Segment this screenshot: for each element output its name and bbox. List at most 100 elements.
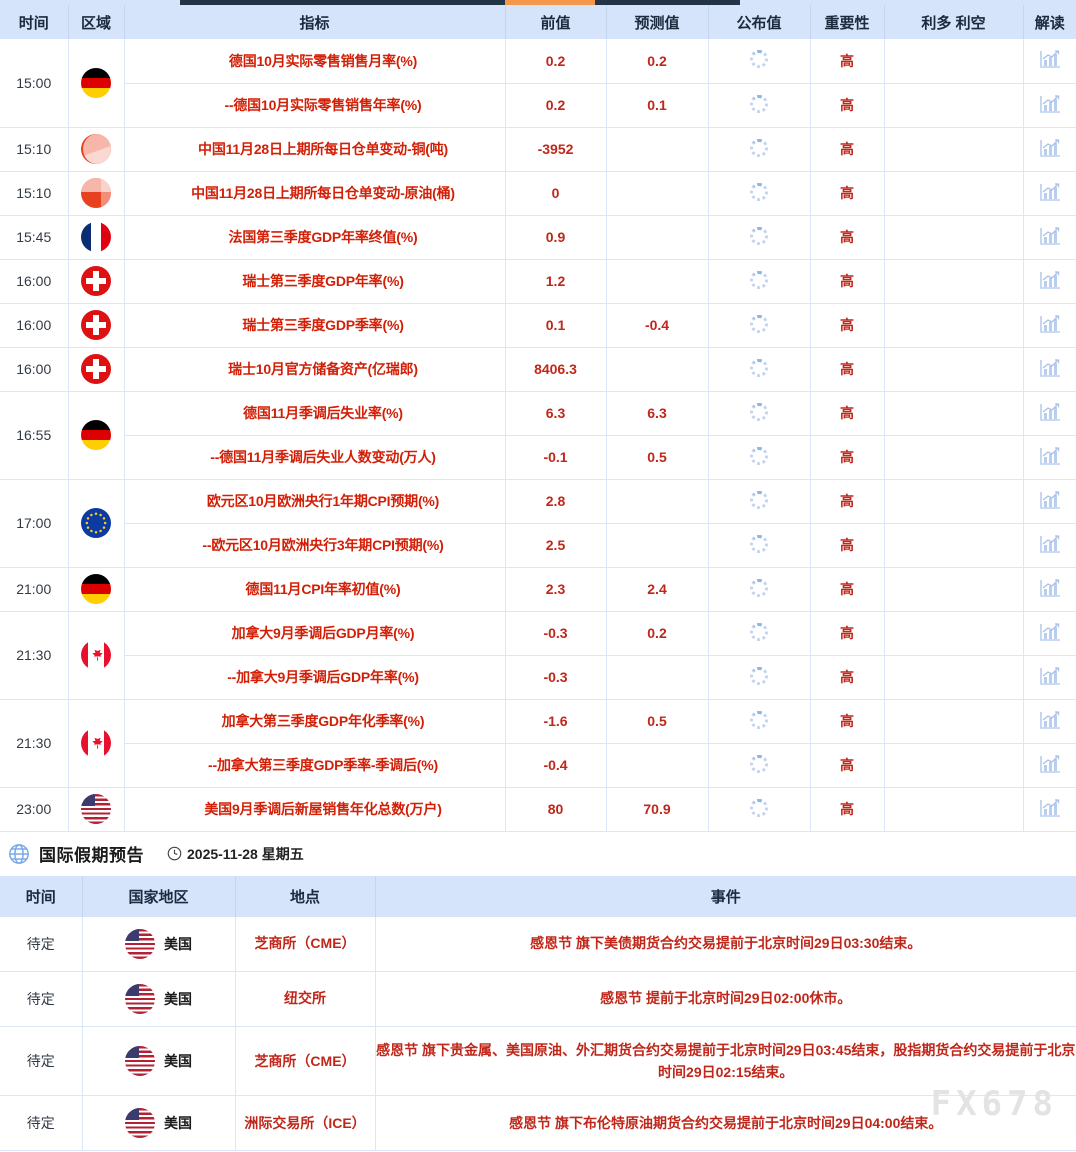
cell-indicator[interactable]: 德国11月CPI年率初值(%) bbox=[124, 567, 506, 612]
chart-icon[interactable] bbox=[1039, 622, 1061, 642]
cell-read[interactable] bbox=[1023, 611, 1076, 656]
hol-col-header-country[interactable]: 国家地区 bbox=[82, 875, 236, 917]
cell-indicator[interactable]: 中国11月28日上期所每日仓单变动-原油(桶) bbox=[124, 171, 506, 216]
col-header-indicator[interactable]: 指标 bbox=[124, 5, 506, 39]
calendar-row[interactable]: 15:00 德国10月实际零售销售月率(%) 0.2 0.2 高 bbox=[0, 39, 1076, 128]
hol-col-header-event[interactable]: 事件 bbox=[375, 875, 1076, 917]
col-header-forecast[interactable]: 预测值 bbox=[606, 5, 709, 39]
hol-col-header-place[interactable]: 地点 bbox=[235, 875, 376, 917]
cell-indicator[interactable]: --德国11月季调后失业人数变动(万人) bbox=[124, 435, 506, 480]
holiday-row[interactable]: 待定 美国 纽交所 感恩节 提前于北京时间29日02:00休市。 bbox=[0, 971, 1076, 1027]
cell-indicator[interactable]: 瑞士第三季度GDP季率(%) bbox=[124, 303, 506, 348]
col-header-time[interactable]: 时间 bbox=[0, 5, 69, 39]
chart-icon[interactable] bbox=[1039, 138, 1061, 158]
cell-time: 16:55 bbox=[0, 391, 69, 480]
chart-icon[interactable] bbox=[1039, 798, 1061, 818]
cell-indicator[interactable]: --德国10月实际零售销售年率(%) bbox=[124, 83, 506, 128]
calendar-row[interactable]: --欧元区10月欧洲央行3年期CPI预期(%) 2.5 高 bbox=[0, 523, 1076, 568]
cell-indicator[interactable]: --欧元区10月欧洲央行3年期CPI预期(%) bbox=[124, 523, 506, 568]
chart-icon[interactable] bbox=[1039, 490, 1061, 510]
calendar-row[interactable]: 21:30 加拿大9月季调后GDP月率(%) -0.3 0.2 高 bbox=[0, 611, 1076, 700]
cell-read[interactable] bbox=[1023, 479, 1076, 524]
chart-icon[interactable] bbox=[1039, 226, 1061, 246]
cell-indicator[interactable]: 中国11月28日上期所每日仓单变动-铜(吨) bbox=[124, 127, 506, 172]
col-header-region[interactable]: 区域 bbox=[68, 5, 125, 39]
holiday-row[interactable]: 待定 美国 洲际交易所（ICE） 感恩节 旗下布伦特原油期货合约交易提前于北京时间29… bbox=[0, 1095, 1076, 1152]
cell-indicator[interactable]: 德国10月实际零售销售月率(%) bbox=[124, 39, 506, 84]
cell-read[interactable] bbox=[1023, 391, 1076, 436]
cell-read[interactable] bbox=[1023, 303, 1076, 348]
loading-spinner bbox=[750, 182, 768, 201]
cell-indicator[interactable]: 加拿大第三季度GDP年化季率(%) bbox=[124, 699, 506, 744]
cell-indicator[interactable]: 德国11月季调后失业率(%) bbox=[124, 391, 506, 436]
holiday-row[interactable]: 待定 美国 芝商所（CME） 感恩节 旗下贵金属、美国原油、外汇期货合约交易提前于北京… bbox=[0, 1026, 1076, 1097]
cell-read[interactable] bbox=[1023, 127, 1076, 172]
cell-read[interactable] bbox=[1023, 39, 1076, 84]
cell-read[interactable] bbox=[1023, 567, 1076, 612]
calendar-row[interactable]: 16:55 德国11月季调后失业率(%) 6.3 6.3 高 bbox=[0, 391, 1076, 480]
calendar-row[interactable]: --加拿大第三季度GDP季率-季调后(%) -0.4 高 bbox=[0, 743, 1076, 788]
calendar-row[interactable]: --德国11月季调后失业人数变动(万人) -0.1 0.5 高 bbox=[0, 435, 1076, 480]
col-header-published[interactable]: 公布值 bbox=[708, 5, 811, 39]
calendar-row[interactable]: 15:45 法国第三季度GDP年率终值(%) 0.9 高 bbox=[0, 215, 1076, 260]
cell-region bbox=[68, 39, 125, 128]
chart-icon[interactable] bbox=[1039, 314, 1061, 334]
calendar-row[interactable]: 23:00 美国9月季调后新屋销售年化总数(万户) 80 70.9 高 bbox=[0, 787, 1076, 832]
cell-indicator[interactable]: 加拿大9月季调后GDP月率(%) bbox=[124, 611, 506, 656]
chart-icon[interactable] bbox=[1039, 358, 1061, 378]
chart-icon[interactable] bbox=[1039, 94, 1061, 114]
flag-fr bbox=[81, 222, 111, 252]
chart-icon[interactable] bbox=[1039, 666, 1061, 686]
calendar-row[interactable]: 15:10 中国11月28日上期所每日仓单变动-铜(吨) -3952 高 bbox=[0, 127, 1076, 172]
cell-read[interactable] bbox=[1023, 787, 1076, 832]
chart-icon[interactable] bbox=[1039, 534, 1061, 554]
chart-icon[interactable] bbox=[1039, 49, 1061, 69]
cell-read[interactable] bbox=[1023, 83, 1076, 128]
calendar-row[interactable]: 16:00 瑞士10月官方储备资产(亿瑞郎) 8406.3 高 bbox=[0, 347, 1076, 392]
cell-previous: -0.3 bbox=[505, 655, 607, 700]
calendar-row[interactable]: 21:30 加拿大第三季度GDP年化季率(%) -1.6 0.5 高 bbox=[0, 699, 1076, 788]
cell-read[interactable] bbox=[1023, 435, 1076, 480]
calendar-row[interactable]: 21:00 德国11月CPI年率初值(%) 2.3 2.4 高 bbox=[0, 567, 1076, 612]
calendar-row[interactable]: 17:00 欧元区10月欧洲央行1年期CPI预期(%) 2.8 高 bbox=[0, 479, 1076, 568]
cell-read[interactable] bbox=[1023, 347, 1076, 392]
cell-read[interactable] bbox=[1023, 215, 1076, 260]
cell-read[interactable] bbox=[1023, 171, 1076, 216]
col-header-importance[interactable]: 重要性 bbox=[810, 5, 885, 39]
cell-indicator[interactable]: 瑞士第三季度GDP年率(%) bbox=[124, 259, 506, 304]
chart-icon[interactable] bbox=[1039, 578, 1061, 598]
calendar-row[interactable]: 16:00 瑞士第三季度GDP年率(%) 1.2 高 bbox=[0, 259, 1076, 304]
cell-read[interactable] bbox=[1023, 523, 1076, 568]
cell-indicator[interactable]: --加拿大第三季度GDP季率-季调后(%) bbox=[124, 743, 506, 788]
holiday-row[interactable]: 待定 美国 芝商所（CME） 感恩节 旗下美债期货合约交易提前于北京时间29日03:3… bbox=[0, 916, 1076, 972]
col-header-previous[interactable]: 前值 bbox=[505, 5, 607, 39]
cell-published bbox=[708, 259, 811, 304]
chart-icon[interactable] bbox=[1039, 182, 1061, 202]
calendar-row[interactable]: 16:00 瑞士第三季度GDP季率(%) 0.1 -0.4 高 bbox=[0, 303, 1076, 348]
cell-published bbox=[708, 699, 811, 744]
active-tab-indicator[interactable] bbox=[505, 0, 595, 5]
hol-col-header-time[interactable]: 时间 bbox=[0, 875, 83, 917]
calendar-row[interactable]: --德国10月实际零售销售年率(%) 0.2 0.1 高 bbox=[0, 83, 1076, 128]
chart-icon[interactable] bbox=[1039, 270, 1061, 290]
cell-indicator[interactable]: 法国第三季度GDP年率终值(%) bbox=[124, 215, 506, 260]
cell-indicator[interactable]: --加拿大9月季调后GDP年率(%) bbox=[124, 655, 506, 700]
chart-icon[interactable] bbox=[1039, 446, 1061, 466]
chart-icon[interactable] bbox=[1039, 710, 1061, 730]
calendar-row[interactable]: --加拿大9月季调后GDP年率(%) -0.3 高 bbox=[0, 655, 1076, 700]
cell-bull-bear bbox=[884, 259, 1024, 304]
col-header-bull-bear[interactable]: 利多 利空 bbox=[884, 5, 1024, 39]
col-header-read[interactable]: 解读 bbox=[1023, 5, 1076, 39]
chart-icon[interactable] bbox=[1039, 402, 1061, 422]
cell-indicator[interactable]: 瑞士10月官方储备资产(亿瑞郎) bbox=[124, 347, 506, 392]
cell-indicator[interactable]: 欧元区10月欧洲央行1年期CPI预期(%) bbox=[124, 479, 506, 524]
cell-read[interactable] bbox=[1023, 259, 1076, 304]
cell-indicator[interactable]: 美国9月季调后新屋销售年化总数(万户) bbox=[124, 787, 506, 832]
cell-time: 15:45 bbox=[0, 215, 69, 260]
calendar-row[interactable]: 15:10 中国11月28日上期所每日仓单变动-原油(桶) 0 高 bbox=[0, 171, 1076, 216]
chart-icon[interactable] bbox=[1039, 754, 1061, 774]
cell-read[interactable] bbox=[1023, 655, 1076, 700]
cell-read[interactable] bbox=[1023, 743, 1076, 788]
cell-time: 17:00 bbox=[0, 479, 69, 568]
cell-read[interactable] bbox=[1023, 699, 1076, 744]
